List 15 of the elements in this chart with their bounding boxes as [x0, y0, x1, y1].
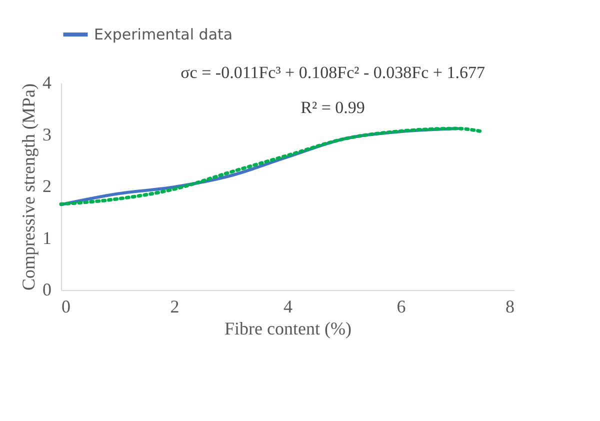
y-axis-title: Compressive strength (MPa): [18, 84, 38, 290]
x-tick-label: 0: [62, 296, 70, 316]
x-tick-label: 4: [284, 296, 292, 316]
y-tick-label: 4: [42, 72, 52, 92]
y-tick-label: 3: [42, 124, 52, 144]
x-tick-label: 8: [506, 296, 514, 316]
y-tick-label: 1: [42, 228, 52, 248]
y-tick-label: 2: [42, 176, 52, 196]
x-tick-label: 2: [170, 296, 180, 316]
x-axis-title: Fibre content (%): [224, 318, 352, 338]
text: σc = -0.011Fc³ + 0.108Fc² - 0.038Fc + 1.677: [180, 63, 486, 82]
legend-label: Experimental data: [94, 26, 233, 44]
y-tick-label: 0: [42, 280, 52, 300]
x-tick-label: 6: [396, 296, 406, 316]
annotation: R² = 0.99: [300, 98, 365, 117]
